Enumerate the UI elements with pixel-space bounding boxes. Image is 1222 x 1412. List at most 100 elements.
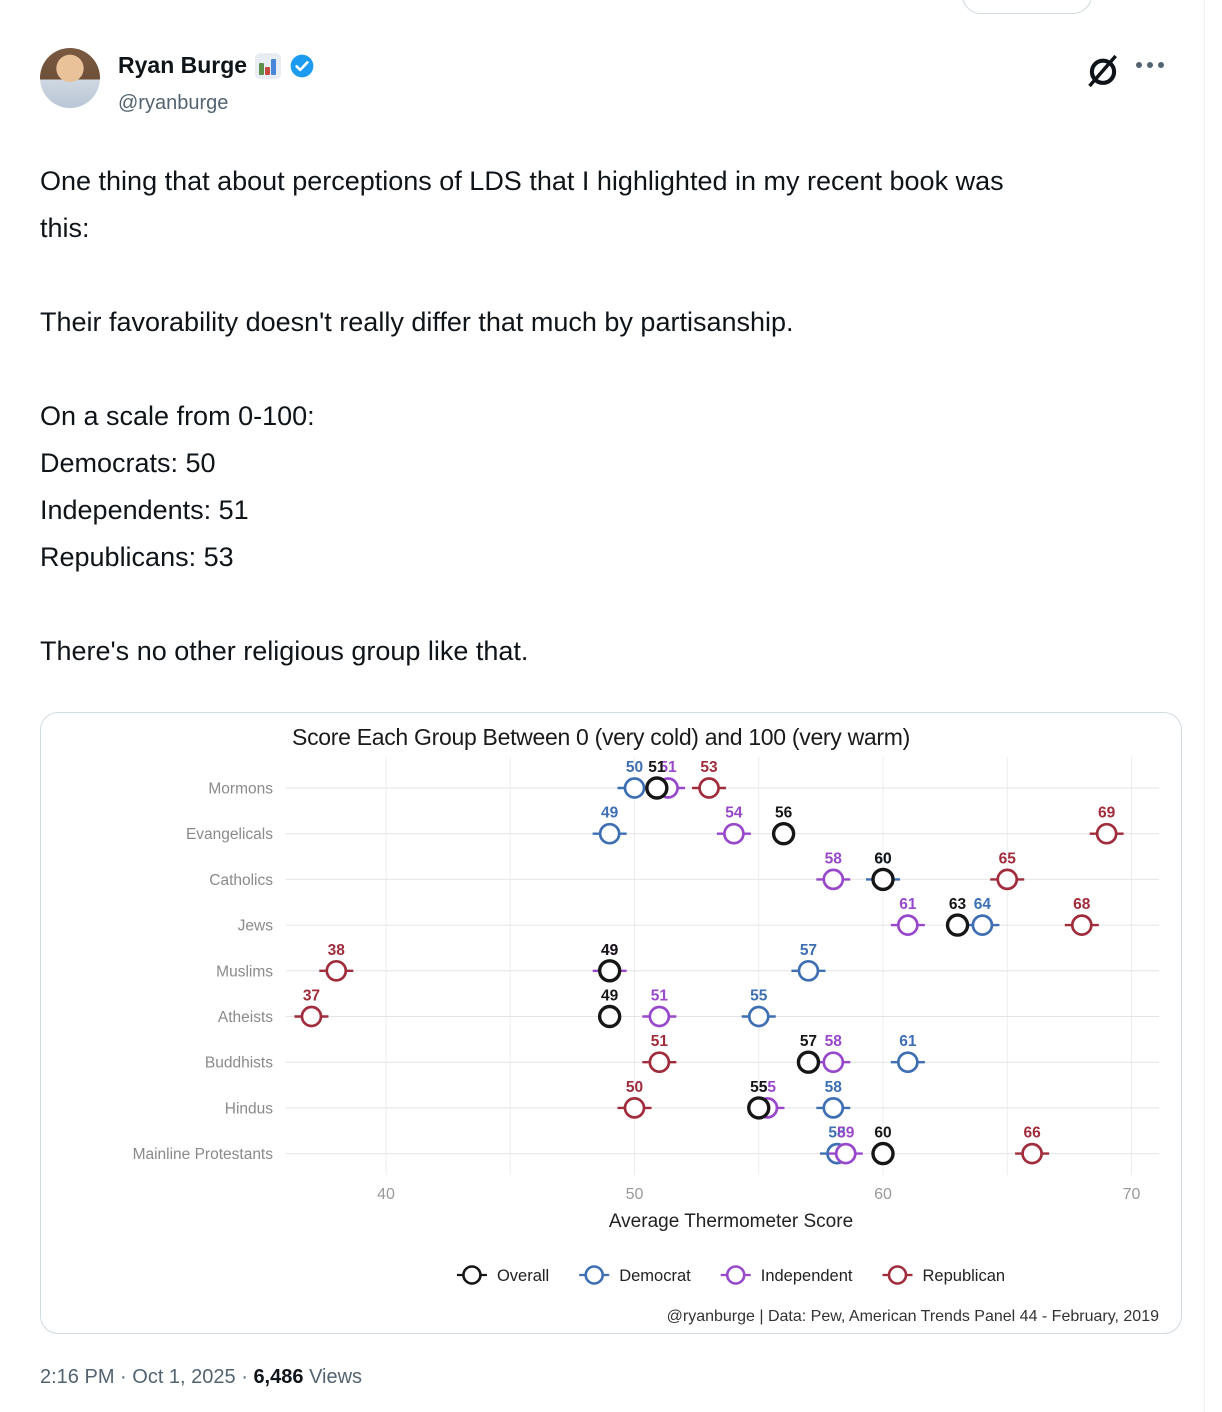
legend-marker xyxy=(887,1265,908,1285)
value-label: 64 xyxy=(974,896,992,913)
value-label: 60 xyxy=(874,850,891,867)
value-label: 58 xyxy=(825,850,843,867)
category-label: Catholics xyxy=(209,872,273,889)
chart-marker xyxy=(822,1097,845,1119)
category-label: Mainline Protestants xyxy=(133,1146,274,1163)
value-label: 58 xyxy=(825,1079,843,1096)
chart-marker xyxy=(1095,822,1118,845)
chart-card[interactable]: Score Each Group Between 0 (very cold) a… xyxy=(40,712,1182,1334)
more-ellipsis-icon[interactable] xyxy=(1136,62,1164,68)
chart-marker xyxy=(796,1050,821,1074)
chart-marker xyxy=(645,776,669,800)
chart-marker xyxy=(747,1096,771,1120)
bar-chart-emoji-icon xyxy=(255,52,282,79)
tweet-text: One thing that about perceptions of LDS … xyxy=(40,158,1050,722)
x-tick-label: 50 xyxy=(626,1186,644,1203)
category-label: Jews xyxy=(238,918,274,935)
views-count: 6,486 xyxy=(253,1366,304,1388)
timestamp-text: 2:16 PM · Oct 1, 2025 · xyxy=(40,1366,248,1388)
legend-label: Overall xyxy=(497,1267,549,1285)
value-label: 65 xyxy=(999,850,1017,867)
value-label: 51 xyxy=(651,1033,669,1050)
value-label: 55 xyxy=(750,988,768,1005)
value-label: 66 xyxy=(1023,1125,1041,1142)
favorability-chart: Score Each Group Between 0 (very cold) a… xyxy=(133,724,1160,1325)
value-label: 38 xyxy=(328,942,346,959)
chart-caption: @ryanburge | Data: Pew, American Trends … xyxy=(667,1308,1159,1325)
chart-marker xyxy=(597,959,622,983)
chart-marker xyxy=(623,777,646,799)
views-label: Views xyxy=(309,1366,363,1388)
value-label: 51 xyxy=(651,988,669,1005)
column-divider xyxy=(1204,0,1205,1412)
value-label: 61 xyxy=(899,1033,917,1050)
chart-marker xyxy=(871,867,895,892)
chart-marker xyxy=(747,1005,770,1028)
tweet-paragraph: There's no other religious group like th… xyxy=(40,636,529,666)
chart-marker xyxy=(822,1051,845,1074)
value-label: 57 xyxy=(800,1033,817,1050)
category-label: Evangelicals xyxy=(186,826,273,843)
chart-marker xyxy=(896,914,919,936)
chart-marker xyxy=(325,959,348,982)
chart-marker xyxy=(623,1097,646,1119)
value-label: 53 xyxy=(700,759,718,776)
chart-marker xyxy=(723,822,745,845)
value-label: 51 xyxy=(648,759,666,776)
category-label: Buddhists xyxy=(205,1055,273,1072)
chart-gridlines: Mormons Evangelicals Catholics Jews Muslims A… xyxy=(133,757,1159,1175)
chart-marker xyxy=(648,1051,671,1074)
author-row: Ryan Burge xyxy=(118,52,315,79)
value-label: 55 xyxy=(759,1079,777,1096)
chart-marker xyxy=(971,914,994,936)
value-label: 69 xyxy=(1098,805,1116,822)
value-label: 68 xyxy=(1073,896,1091,913)
chart-marker xyxy=(698,777,720,799)
value-label: 49 xyxy=(601,942,619,959)
value-label: 61 xyxy=(899,896,917,913)
chart-marker xyxy=(945,913,970,937)
value-label: 60 xyxy=(874,850,891,867)
x-tick-label: 70 xyxy=(1123,1186,1141,1203)
timestamp[interactable]: 2:16 PM · Oct 1, 2025 · 6,486 Views xyxy=(40,1366,362,1389)
value-label: 49 xyxy=(601,988,619,1005)
value-label: 63 xyxy=(949,896,967,913)
x-tick-label: 60 xyxy=(874,1186,892,1203)
chart-title: Score Each Group Between 0 (very cold) a… xyxy=(292,724,910,750)
value-label: 54 xyxy=(725,805,743,822)
chart-x-axis: 40 50 60 70 xyxy=(377,1186,1140,1203)
tweet-paragraph: On a scale from 0-100: Democrats: 50 Ind… xyxy=(40,401,315,572)
category-label: Mormons xyxy=(208,781,273,798)
x-axis-label: Average Thermometer Score xyxy=(609,1211,853,1232)
value-label: 49 xyxy=(601,942,619,959)
chart-marker xyxy=(822,868,845,891)
value-label: 50 xyxy=(626,759,643,776)
value-label: 58 xyxy=(825,1033,843,1050)
legend-label: Republican xyxy=(923,1267,1006,1285)
value-label: 60 xyxy=(874,1125,891,1142)
cut-off-button xyxy=(962,0,1092,14)
tweet-paragraph: Their favorability doesn't really differ… xyxy=(40,307,794,337)
author-handle[interactable]: @ryanburge xyxy=(118,92,229,114)
chart-marker xyxy=(300,1005,323,1028)
chart-marker xyxy=(597,1004,622,1029)
tweet-paragraph: One thing that about perceptions of LDS … xyxy=(40,166,1004,243)
chart-marker xyxy=(648,1005,671,1028)
x-tick-label: 40 xyxy=(377,1186,395,1203)
chart-marker xyxy=(598,822,621,845)
chart-marker xyxy=(1021,1142,1043,1165)
chart-marker xyxy=(1070,914,1093,936)
chart-marker xyxy=(871,1141,895,1166)
chart-marker xyxy=(996,868,1019,891)
value-label: 55 xyxy=(750,1079,768,1096)
legend-label: Independent xyxy=(761,1267,853,1285)
value-label: 49 xyxy=(601,805,619,822)
author-name[interactable]: Ryan Burge xyxy=(118,52,248,78)
value-label: 58 xyxy=(828,1125,846,1142)
chart-legend: Overall Democrat Independent Republican xyxy=(456,1265,1006,1285)
chart-marker xyxy=(834,1142,857,1165)
chart-plot: 50 49 60 64 57 55 61 58 58 51 54 58 61 49 51 58 55 59 53 69… xyxy=(294,759,1124,1166)
verified-badge-icon xyxy=(290,54,314,77)
grok-icon[interactable] xyxy=(1084,52,1122,90)
avatar[interactable] xyxy=(40,48,100,108)
